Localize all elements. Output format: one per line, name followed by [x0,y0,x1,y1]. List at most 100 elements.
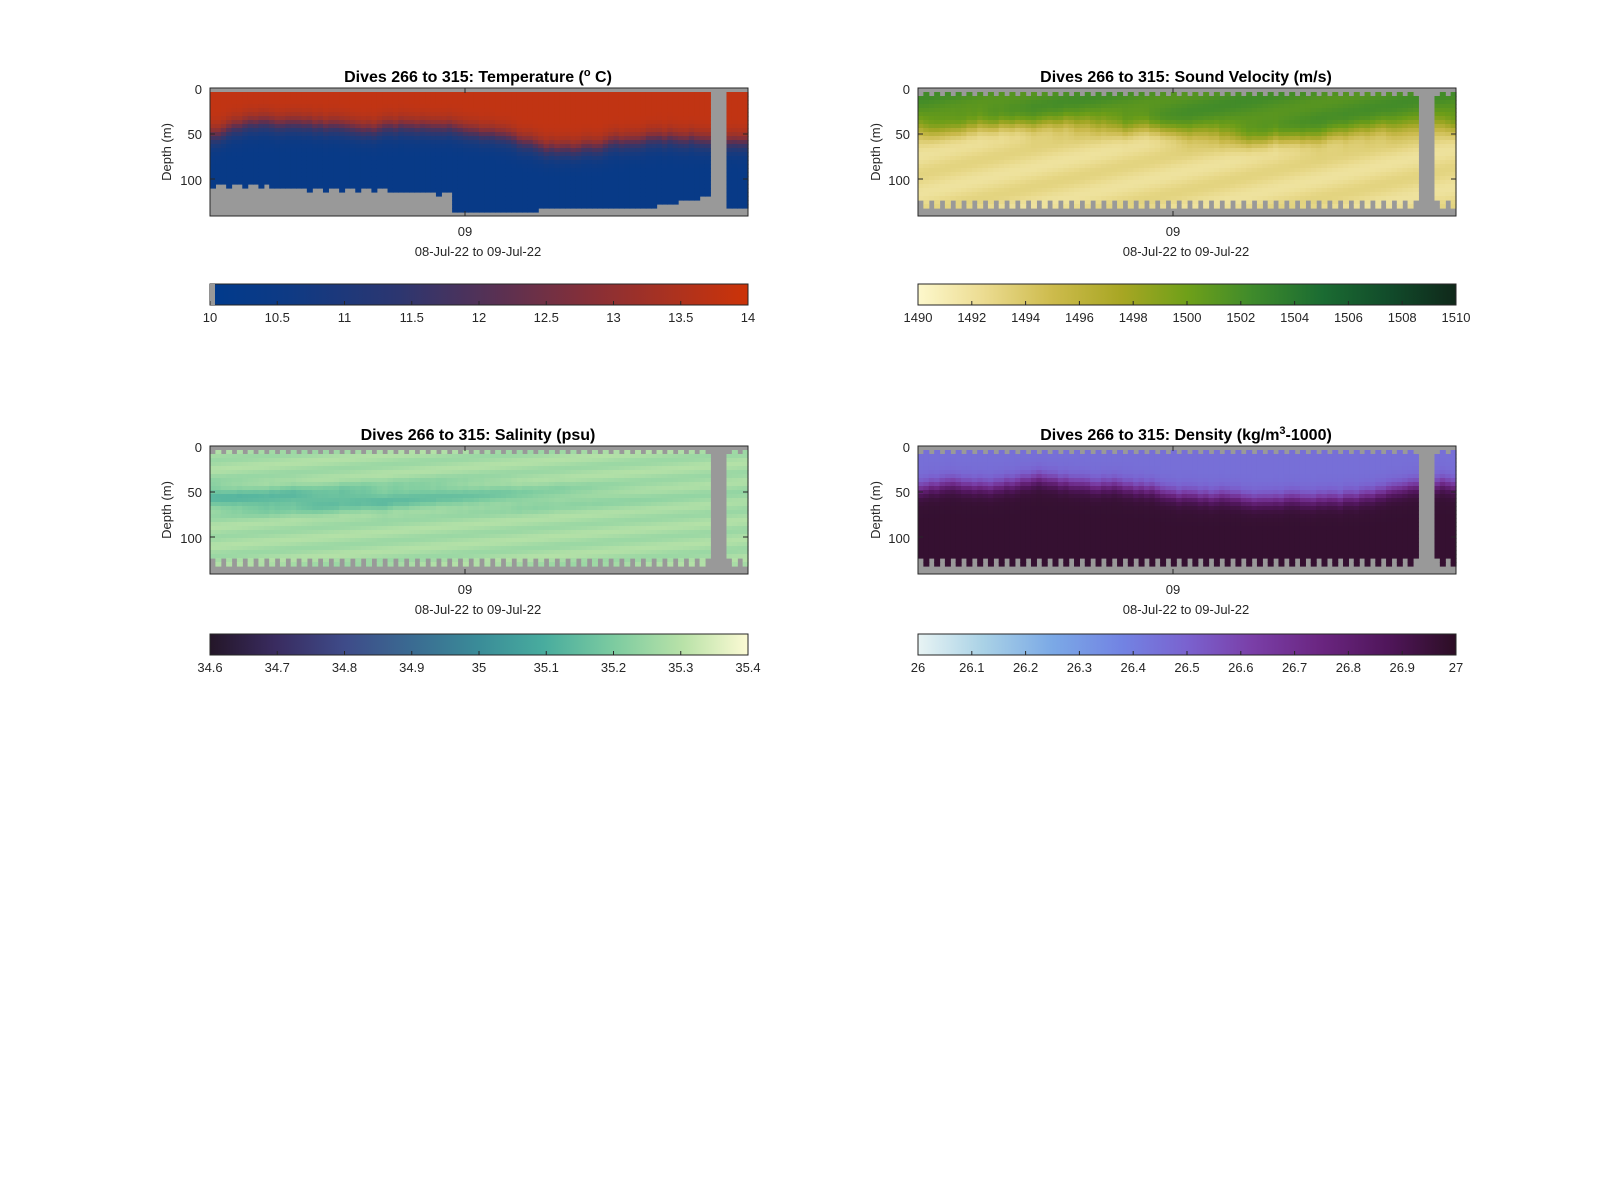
heatmap-cell [554,136,561,141]
heatmap-cell [629,160,636,165]
heatmap-cell [704,144,711,149]
heatmap-cell [522,104,529,109]
heatmap-cell [1348,180,1355,185]
heatmap-cell [1262,108,1269,113]
heatmap-cell [1213,168,1220,173]
heatmap-cell [328,104,335,109]
heatmap-cell [672,140,679,145]
heatmap-cell [355,92,362,97]
heatmap-cell [538,148,545,153]
heatmap-cell [1197,176,1204,181]
heatmap-cell [699,116,706,121]
heatmap-cell [511,204,518,209]
heatmap-cell [1068,108,1075,113]
heatmap-cell [543,136,550,141]
heatmap-cell [742,108,749,113]
heatmap-cell [1068,192,1075,197]
heatmap-cell [982,152,989,157]
heatmap-cell [678,92,685,97]
heatmap-cell [998,108,1005,113]
heatmap-cell [1213,172,1220,177]
heatmap-cell [1160,108,1167,113]
heatmap-cell [731,168,738,173]
heatmap-cell [210,184,216,189]
heatmap-cell [527,112,534,117]
heatmap-cell [269,112,276,117]
heatmap-cell [1052,168,1059,173]
heatmap-cell [414,116,421,121]
heatmap-cell [1192,140,1199,145]
heatmap-cell [1289,164,1296,169]
heatmap-cell [269,140,276,145]
heatmap-cell [500,96,507,101]
heatmap-cell [961,192,968,197]
heatmap-cell [1197,192,1204,197]
heatmap-cell [1047,104,1054,109]
heatmap-cell [1273,148,1280,153]
heatmap-cell [1273,132,1280,137]
heatmap-cell [1219,196,1226,201]
heatmap-cell [1004,148,1011,153]
heatmap-cell [247,128,254,133]
heatmap-cell [516,144,523,149]
heatmap-cell [1230,176,1237,181]
heatmap-cell [457,132,464,137]
heatmap-cell [559,124,566,129]
heatmap-cell [624,124,631,129]
heatmap-cell [667,112,674,117]
heatmap-cell [731,160,738,165]
heatmap-cell [645,176,652,181]
heatmap-cell [226,124,233,129]
heatmap-cell [1305,152,1312,157]
heatmap-cell [296,184,303,189]
heatmap-cell [495,204,502,209]
heatmap-cell [742,116,749,121]
heatmap-cell [1111,176,1118,181]
heatmap-cell [505,132,512,137]
heatmap-cell [1143,176,1150,181]
heatmap-cell [349,116,356,121]
heatmap-cell [1176,124,1183,129]
heatmap-cell [934,136,941,141]
heatmap-cell [328,116,335,121]
heatmap-cell [1057,128,1064,133]
heatmap-cell [602,168,609,173]
heatmap-cell [1332,100,1339,105]
heatmap-cell [1009,168,1016,173]
heatmap-cell [1041,172,1048,177]
heatmap-cell [987,164,994,169]
heatmap-cell [629,120,636,125]
heatmap-cell [971,140,978,145]
heatmap-cell [419,112,426,117]
heatmap-cell [1063,140,1070,145]
heatmap-cell [1224,204,1231,209]
heatmap-cell [1117,144,1124,149]
heatmap-cell [1246,124,1253,129]
heatmap-cell [581,176,588,181]
heatmap-cell [1165,128,1172,133]
heatmap-cell [360,184,367,189]
heatmap-cell [441,136,448,141]
heatmap-cell [285,176,292,181]
heatmap-cell [253,116,260,121]
heatmap-cell [1332,108,1339,113]
heatmap-cell [1170,104,1177,109]
heatmap-cell [575,184,582,189]
heatmap-cell [1079,108,1086,113]
heatmap-cell [1256,164,1263,169]
heatmap-cell [1187,164,1193,169]
heatmap-cell [1289,92,1296,97]
heatmap-cell [409,184,416,189]
heatmap-cell [1025,144,1032,149]
heatmap-cell [1030,108,1037,113]
heatmap-cell [575,92,582,97]
heatmap-cell [1353,128,1360,133]
heatmap-cell [704,164,711,169]
heatmap-cell [1079,100,1086,105]
heatmap-cell [1353,112,1360,117]
heatmap-cell [667,180,674,185]
heatmap-cell [516,116,523,121]
heatmap-cell [1332,204,1339,209]
heatmap-cell [1262,132,1269,137]
heatmap-cell [446,92,453,97]
